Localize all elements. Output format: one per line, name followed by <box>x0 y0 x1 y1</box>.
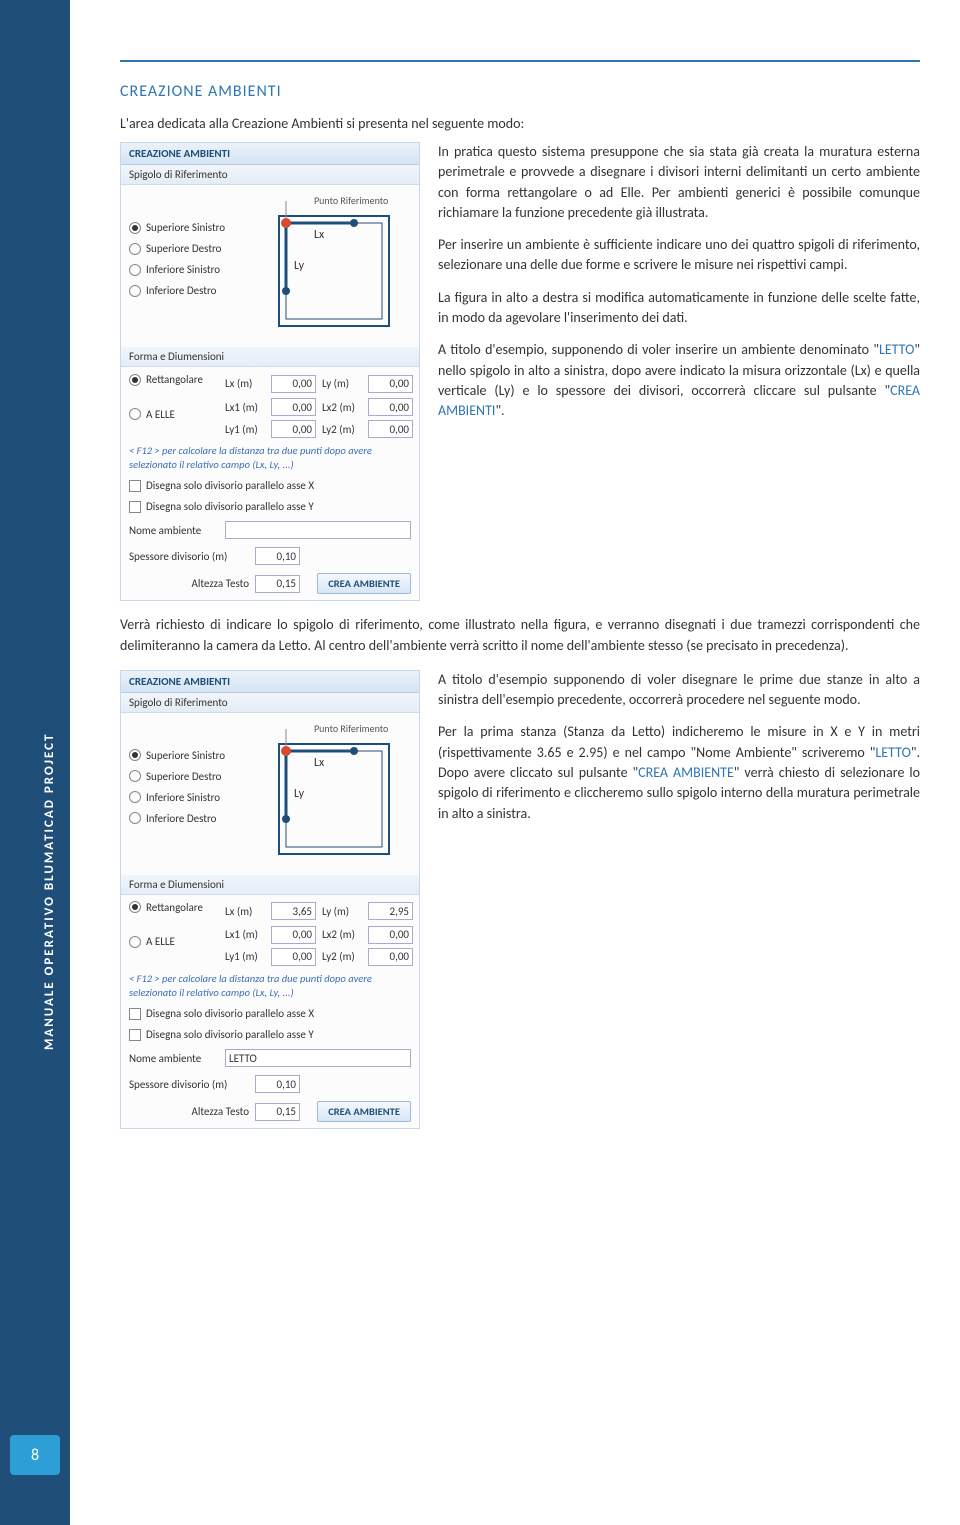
radio-inferiore-sinistro[interactable]: Inferiore Sinistro <box>129 263 249 276</box>
svg-text:Punto Riferimento: Punto Riferimento <box>314 722 388 735</box>
panel-header: CREAZIONE AMBIENTI <box>121 143 419 165</box>
radio-a-elle[interactable]: A ELLE <box>129 408 219 421</box>
radio-icon <box>129 812 141 824</box>
para-5: Verrà richiesto di indicare lo spigolo d… <box>120 615 920 656</box>
creazione-panel-1: CREAZIONE AMBIENTI Spigolo di Riferiment… <box>120 142 420 601</box>
nome-ambiente-input[interactable] <box>225 521 411 539</box>
checkbox-icon <box>129 501 141 513</box>
page-number: 8 <box>10 1435 60 1475</box>
sidebar: MANUALE OPERATIVO BLUMATICAD PROJECT 8 <box>0 0 70 1525</box>
altezza-label: Altezza Testo <box>129 1105 249 1118</box>
altezza-label: Altezza Testo <box>129 577 249 590</box>
checkbox-icon <box>129 1029 141 1041</box>
radio-inferiore-destro[interactable]: Inferiore Destro <box>129 812 249 825</box>
spigolo-section-label: Spigolo di Riferimento <box>121 693 419 713</box>
radio-icon <box>129 374 141 386</box>
f12-hint: < F12 > per calcolare la distanza tra du… <box>129 972 411 999</box>
panel-header: CREAZIONE AMBIENTI <box>121 671 419 693</box>
lx1-input[interactable]: 0,00 <box>271 926 316 944</box>
chk-parallelo-y[interactable]: Disegna solo divisorio parallelo asse Y <box>129 1028 411 1041</box>
lx-input[interactable]: 0,00 <box>271 375 316 393</box>
crea-ambiente-button[interactable]: CREA AMBIENTE <box>317 1101 411 1122</box>
altezza-input[interactable]: 0,15 <box>255 1103 300 1121</box>
radio-superiore-destro[interactable]: Superiore Destro <box>129 770 249 783</box>
svg-text:Lx: Lx <box>314 756 325 770</box>
crea-ambiente-button[interactable]: CREA AMBIENTE <box>317 573 411 594</box>
para-7: Per la prima stanza (Stanza da Letto) in… <box>438 722 920 823</box>
forma-section-label: Forma e Diumensioni <box>121 347 419 367</box>
top-rule <box>120 60 920 62</box>
chk-parallelo-y[interactable]: Disegna solo divisorio parallelo asse Y <box>129 500 411 513</box>
radio-rettangolare[interactable]: Rettangolare <box>129 373 219 386</box>
lx2-input[interactable]: 0,00 <box>368 926 413 944</box>
reference-diagram: Punto Riferimento Lx Ly <box>257 191 411 341</box>
manual-title-vertical: MANUALE OPERATIVO BLUMATICAD PROJECT <box>42 733 57 1050</box>
para-4: A titolo d'esempio, supponendo di voler … <box>438 340 920 421</box>
lx1-input[interactable]: 0,00 <box>271 398 316 416</box>
radio-icon <box>129 901 141 913</box>
nome-label: Nome ambiente <box>129 524 219 537</box>
chk-parallelo-x[interactable]: Disegna solo divisorio parallelo asse X <box>129 1007 411 1020</box>
radio-inferiore-sinistro[interactable]: Inferiore Sinistro <box>129 791 249 804</box>
radio-icon <box>129 936 141 948</box>
ly1-input[interactable]: 0,00 <box>271 948 316 966</box>
lx2-input[interactable]: 0,00 <box>368 398 413 416</box>
checkbox-icon <box>129 480 141 492</box>
radio-inferiore-destro[interactable]: Inferiore Destro <box>129 284 249 297</box>
para-3: La figura in alto a destra si modifica a… <box>438 288 920 329</box>
content-area: CREAZIONE AMBIENTI L'area dedicata alla … <box>70 0 960 1525</box>
nome-ambiente-input[interactable]: LETTO <box>225 1049 411 1067</box>
forma-section-label: Forma e Diumensioni <box>121 875 419 895</box>
radio-icon <box>129 770 141 782</box>
reference-diagram: Punto Riferimento Lx Ly <box>257 719 411 869</box>
para-6: A titolo d'esempio supponendo di voler d… <box>438 670 920 711</box>
altezza-input[interactable]: 0,15 <box>255 575 300 593</box>
ly-input[interactable]: 2,95 <box>368 902 413 920</box>
radio-icon <box>129 243 141 255</box>
para-2: Per inserire un ambiente è sufficiente i… <box>438 235 920 276</box>
spigolo-section-label: Spigolo di Riferimento <box>121 165 419 185</box>
svg-text:Ly: Ly <box>294 787 305 801</box>
svg-text:Ly: Ly <box>294 259 305 273</box>
radio-icon <box>129 264 141 276</box>
chk-parallelo-x[interactable]: Disegna solo divisorio parallelo asse X <box>129 479 411 492</box>
svg-text:Punto Riferimento: Punto Riferimento <box>314 194 388 207</box>
radio-a-elle[interactable]: A ELLE <box>129 935 219 948</box>
ly-input[interactable]: 0,00 <box>368 375 413 393</box>
intro-text: L'area dedicata alla Creazione Ambienti … <box>120 115 920 132</box>
f12-hint: < F12 > per calcolare la distanza tra du… <box>129 444 411 471</box>
radio-icon <box>129 749 141 761</box>
spessore-label: Spessore divisorio (m) <box>129 1078 249 1091</box>
radio-superiore-sinistro[interactable]: Superiore Sinistro <box>129 221 249 234</box>
radio-icon <box>129 285 141 297</box>
lx-input[interactable]: 3,65 <box>271 902 316 920</box>
spessore-label: Spessore divisorio (m) <box>129 550 249 563</box>
nome-label: Nome ambiente <box>129 1052 219 1065</box>
ly2-input[interactable]: 0,00 <box>368 948 413 966</box>
radio-icon <box>129 791 141 803</box>
radio-superiore-sinistro[interactable]: Superiore Sinistro <box>129 749 249 762</box>
creazione-panel-2: CREAZIONE AMBIENTI Spigolo di Riferiment… <box>120 670 420 1129</box>
radio-icon <box>129 222 141 234</box>
radio-icon <box>129 408 141 420</box>
spessore-input[interactable]: 0,10 <box>255 1075 300 1093</box>
ly1-input[interactable]: 0,00 <box>271 420 316 438</box>
spessore-input[interactable]: 0,10 <box>255 547 300 565</box>
svg-text:Lx: Lx <box>314 228 325 242</box>
checkbox-icon <box>129 1008 141 1020</box>
radio-superiore-destro[interactable]: Superiore Destro <box>129 242 249 255</box>
section-title: CREAZIONE AMBIENTI <box>120 82 920 101</box>
radio-rettangolare[interactable]: Rettangolare <box>129 901 219 914</box>
para-1: In pratica questo sistema presuppone che… <box>438 142 920 223</box>
ly2-input[interactable]: 0,00 <box>368 420 413 438</box>
